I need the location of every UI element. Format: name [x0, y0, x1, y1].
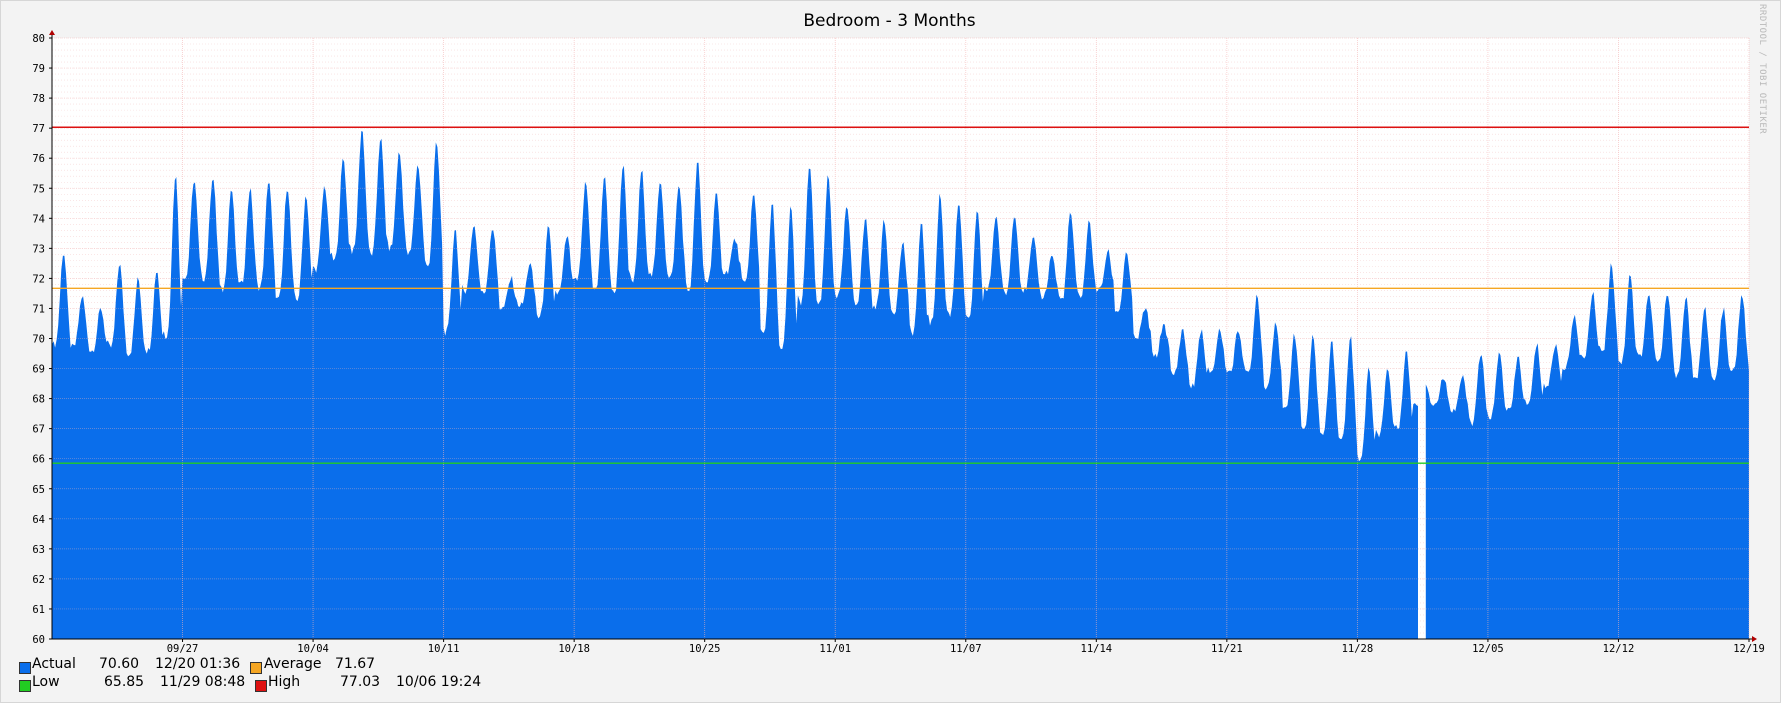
x-tick-label: 11/21: [1211, 643, 1243, 655]
actual-area-segment: [52, 131, 1418, 639]
x-tick-label: 12/19: [1733, 643, 1765, 655]
legend-average-label: Average: [264, 656, 322, 672]
x-tick-label: 11/14: [1081, 643, 1113, 655]
legend-swatch-average: [250, 662, 262, 674]
y-tick-label: 80: [32, 33, 45, 45]
x-tick-label: 10/25: [689, 643, 721, 655]
legend-high-time: 10/06 19:24: [396, 674, 482, 690]
x-tick-label: 11/28: [1342, 643, 1374, 655]
y-tick-label: 69: [32, 364, 45, 376]
legend-low-time: 11/29 08:48: [160, 674, 246, 690]
legend-actual-time: 12/20 01:36: [155, 656, 241, 672]
watermark-label: RRDTOOL / TOBI OETIKER: [1757, 4, 1767, 135]
y-tick-label: 68: [32, 394, 45, 406]
y-tick-label: 60: [32, 634, 45, 646]
legend-high-label: High: [268, 674, 301, 690]
y-tick-label: 73: [32, 243, 45, 255]
legend-low-value: 65.85: [104, 674, 145, 690]
chart-title: Bedroom - 3 Months: [803, 11, 976, 31]
y-tick-label: 76: [32, 153, 45, 165]
y-tick-label: 75: [32, 183, 45, 195]
major-gridlines: [52, 37, 1750, 640]
y-tick-labels: 60 61 62 63 64 65 66 67 68 69 70 71 72 73 74 75 76 77 78 79…: [32, 33, 52, 646]
legend-high-value: 77.03: [340, 674, 381, 690]
x-tick-label: 09/27: [167, 643, 199, 655]
legend-actual-value: 70.60: [99, 656, 140, 672]
legend-swatch-low: [19, 680, 31, 692]
y-tick-label: 79: [32, 63, 45, 75]
x-tick-label: 12/05: [1472, 643, 1504, 655]
x-axis-arrow: [1752, 636, 1757, 642]
x-tick-label: 11/01: [819, 643, 851, 655]
x-tick-label: 12/12: [1603, 643, 1635, 655]
y-tick-label: 77: [32, 123, 45, 135]
y-tick-label: 72: [32, 273, 45, 285]
y-tick-label: 63: [32, 544, 45, 556]
y-tick-label: 67: [32, 424, 45, 436]
legend-swatch-high: [255, 680, 267, 692]
actual-area-segment: [1425, 263, 1749, 639]
legend-swatch-actual: [19, 662, 31, 674]
x-tick-label: 11/07: [950, 643, 982, 655]
y-tick-label: 78: [32, 93, 45, 105]
legend-actual-label: Actual: [32, 656, 76, 672]
x-tick-label: 10/18: [558, 643, 590, 655]
legend-average-value: 71.67: [335, 656, 376, 672]
legend-low-label: Low: [32, 674, 60, 690]
x-tick-labels: 09/27 10/04 10/11 10/18 10/25 11/01 11/07 11/14…: [167, 639, 1765, 655]
x-tick-label: 10/11: [428, 643, 460, 655]
reference-lines: [52, 126, 1749, 464]
y-tick-label: 70: [32, 334, 45, 346]
axes: [49, 30, 1757, 642]
y-tick-label: 71: [32, 303, 45, 315]
y-tick-label: 64: [32, 514, 45, 526]
y-tick-label: 62: [32, 574, 45, 586]
x-tick-label: 10/04: [297, 643, 329, 655]
y-tick-label: 61: [32, 604, 45, 616]
y-axis-arrow: [49, 30, 55, 35]
y-tick-label: 65: [32, 484, 45, 496]
actual-area-layer: [52, 131, 1749, 639]
y-tick-label: 66: [32, 454, 45, 466]
y-tick-label: 74: [32, 213, 45, 225]
